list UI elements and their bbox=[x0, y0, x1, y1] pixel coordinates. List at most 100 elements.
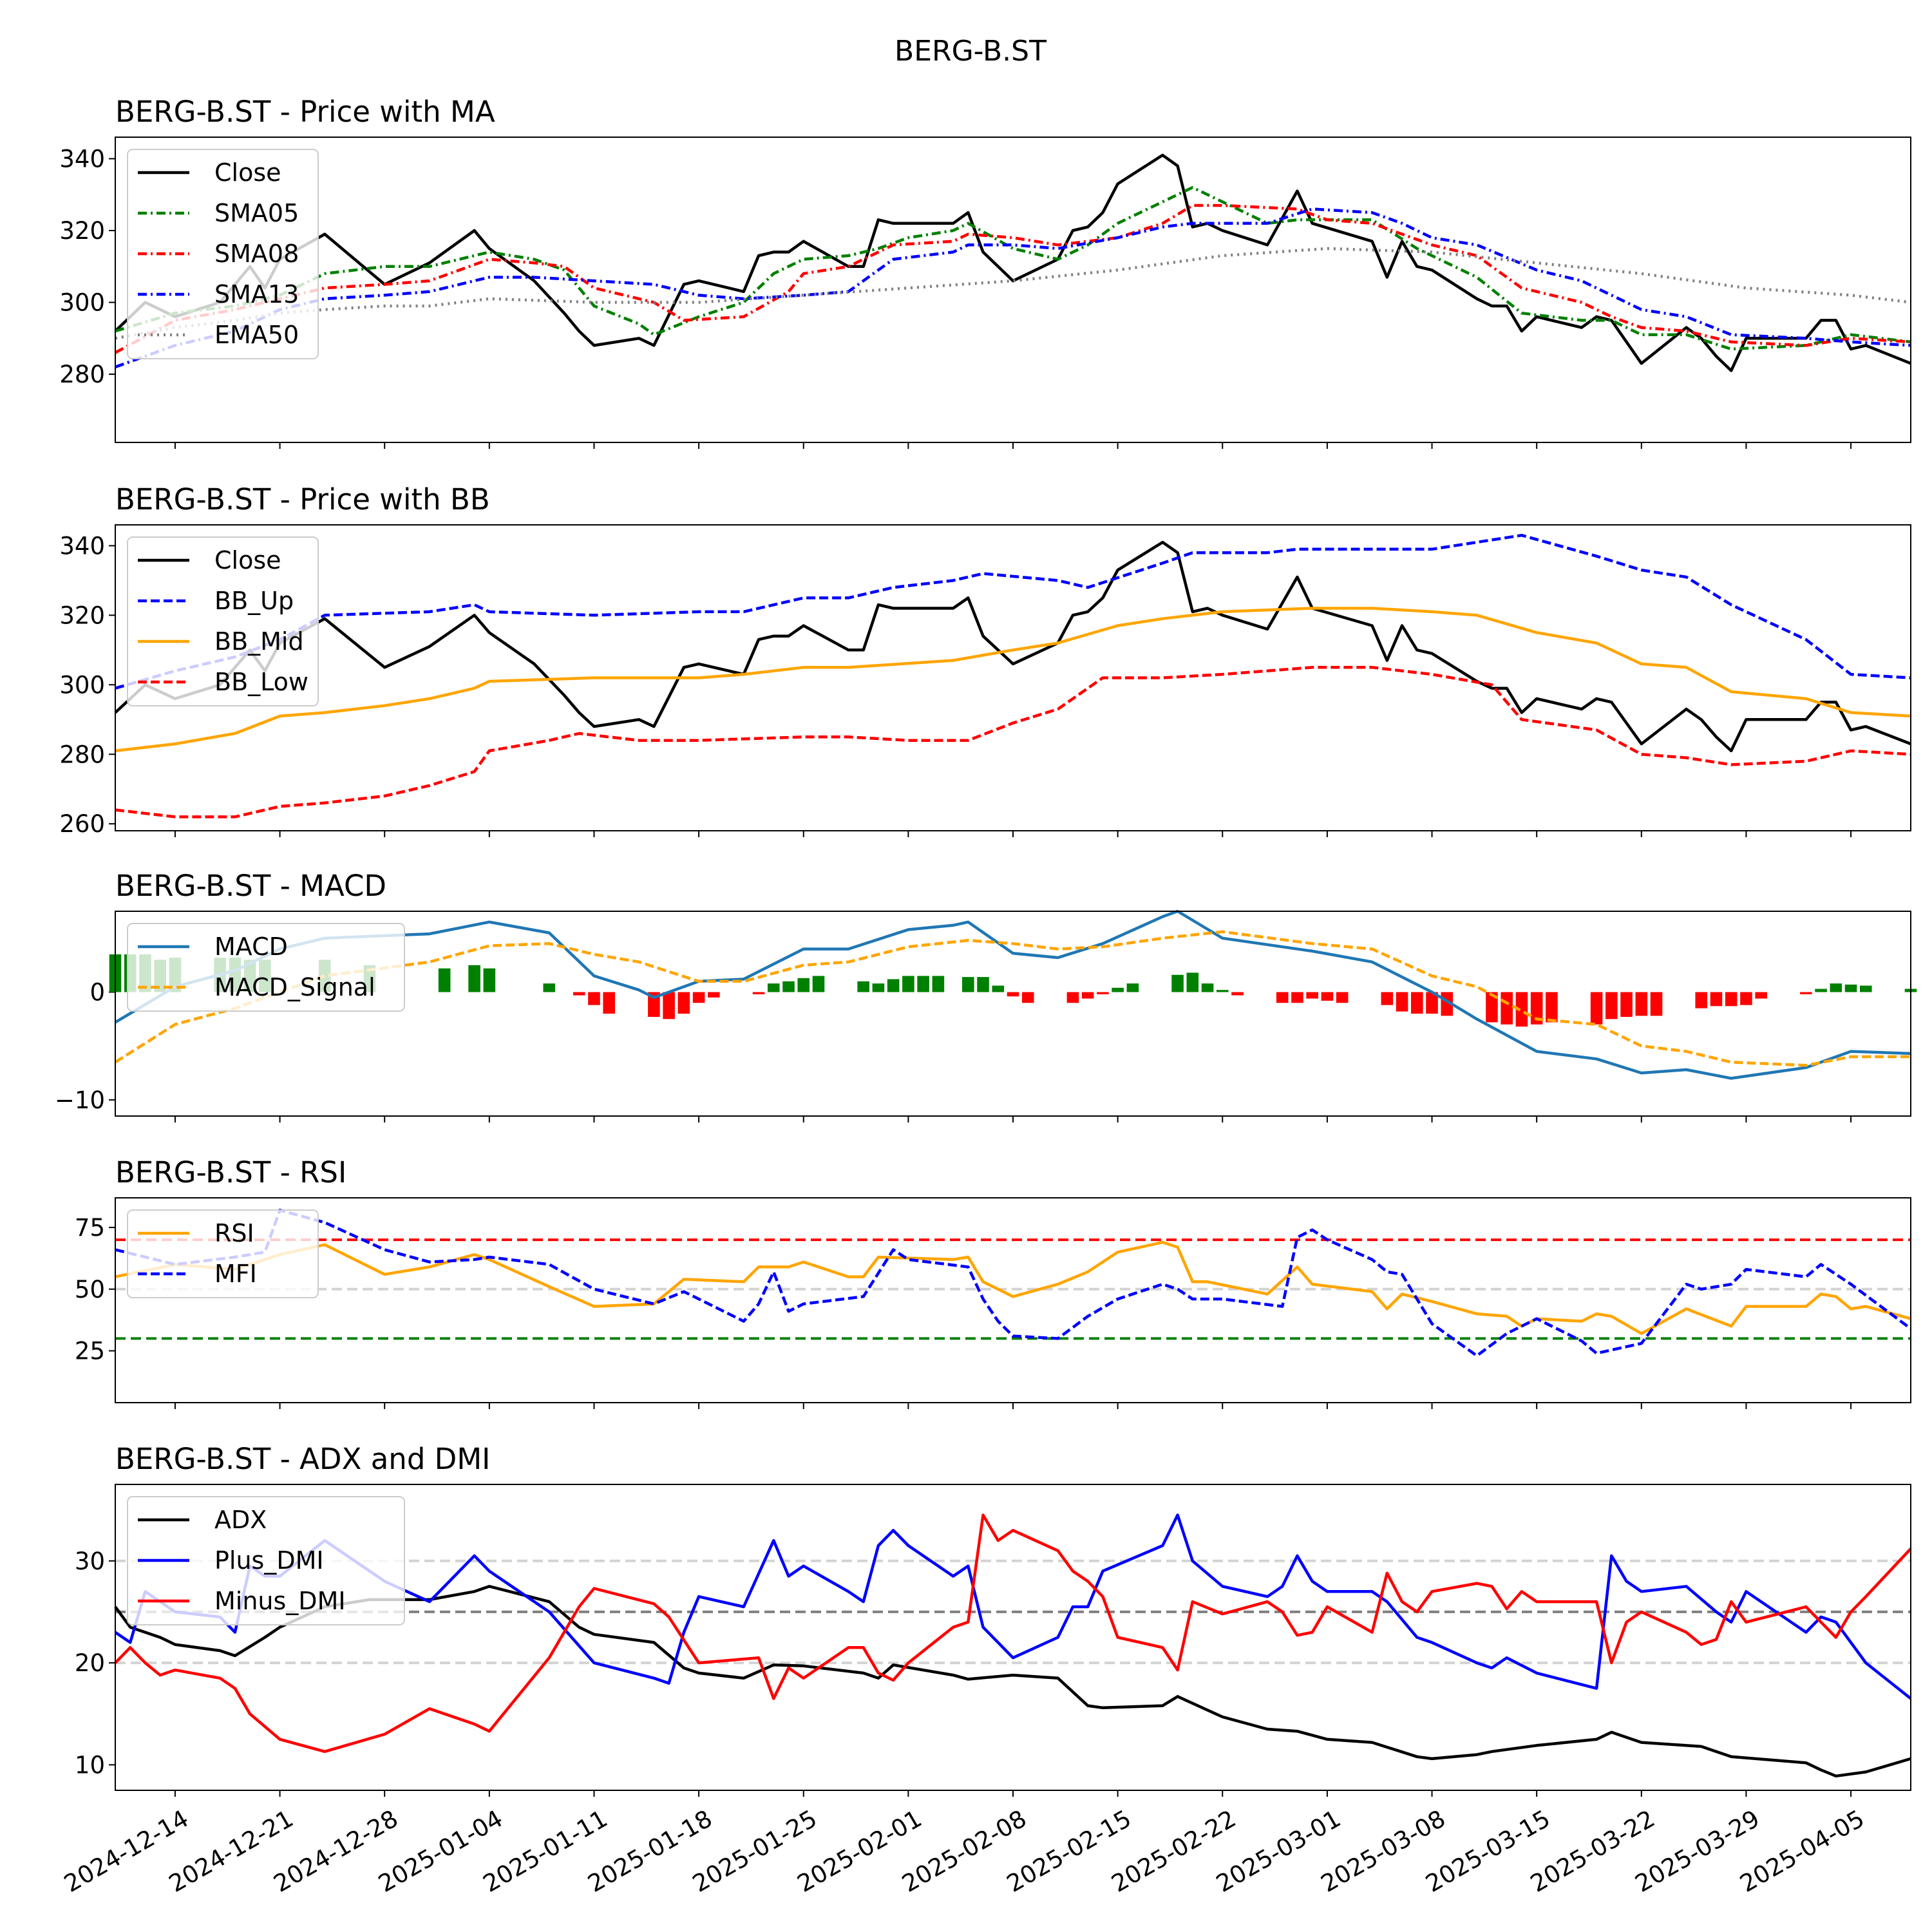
series-line-sma13 bbox=[115, 207, 1911, 369]
panel-5: BERG-B.ST - ADX and DMI 10 20 30 ADX Plus_DMI… bbox=[75, 1442, 1912, 1797]
series-line-sma08 bbox=[114, 204, 1911, 354]
histogram-bar bbox=[692, 992, 705, 1003]
histogram-bar bbox=[1336, 992, 1349, 1003]
y-tick-label: 25 bbox=[75, 1338, 105, 1365]
histogram-bar bbox=[857, 981, 869, 992]
histogram-bar bbox=[1650, 992, 1663, 1016]
histogram-bar bbox=[588, 992, 600, 1005]
histogram-bar bbox=[1815, 989, 1827, 992]
panel-title: BERG-B.ST - ADX and DMI bbox=[115, 1442, 490, 1476]
panel-title: BERG-B.ST - MACD bbox=[115, 869, 386, 903]
histogram-bar bbox=[603, 992, 615, 1014]
series-line-rsi bbox=[115, 1240, 1911, 1335]
histogram-bar bbox=[782, 981, 795, 992]
axes-frame bbox=[115, 1484, 1911, 1791]
legend-label: BB_Mid bbox=[214, 627, 304, 656]
histogram-bar bbox=[1112, 987, 1124, 992]
histogram-bar bbox=[1276, 992, 1289, 1003]
histogram-bar bbox=[468, 965, 480, 992]
panel-title: BERG-B.ST - RSI bbox=[115, 1155, 346, 1189]
y-tick-label: 340 bbox=[59, 532, 105, 560]
histogram-bar bbox=[1725, 992, 1738, 1007]
histogram-bar bbox=[1081, 992, 1094, 999]
histogram-bar bbox=[438, 968, 451, 992]
series-line-close bbox=[114, 540, 1911, 753]
y-tick-label: 0 bbox=[90, 979, 105, 1007]
histogram-bar bbox=[1695, 992, 1708, 1009]
panel-1: BERG-B.ST - Price with MA 280 300 320 340 Clo… bbox=[59, 95, 1911, 449]
histogram-bar bbox=[1800, 992, 1812, 994]
y-tick-label: 320 bbox=[59, 601, 105, 629]
histogram-bar bbox=[1201, 983, 1214, 992]
legend-label: SMA13 bbox=[214, 280, 299, 308]
histogram-bar bbox=[1530, 992, 1543, 1025]
histogram-bar bbox=[1216, 990, 1229, 992]
y-tick-label: 340 bbox=[59, 145, 105, 173]
axes-frame bbox=[115, 524, 1911, 831]
legend: ADX Plus_DMI Minus_DMI bbox=[127, 1496, 405, 1625]
legend-label: BB_Low bbox=[214, 668, 308, 696]
histogram-bar bbox=[1231, 992, 1244, 996]
histogram-bar bbox=[917, 976, 929, 992]
histogram-bar bbox=[1007, 992, 1019, 997]
histogram-bar bbox=[663, 992, 675, 1019]
legend-label: Minus_DMI bbox=[214, 1587, 346, 1615]
histogram-bar bbox=[543, 983, 556, 992]
series-line-bb_mid bbox=[115, 607, 1911, 753]
histogram-bar bbox=[992, 985, 1005, 992]
series-line-minus_dmi bbox=[114, 1513, 1912, 1754]
histogram-bar bbox=[1546, 992, 1558, 1023]
panel-3: BERG-B.ST - MACD −10 0 MACD MACD_Signal bbox=[55, 869, 1917, 1122]
y-tick-label: 300 bbox=[59, 671, 105, 699]
histogram-bar bbox=[1710, 992, 1723, 1007]
y-tick-label: 300 bbox=[59, 289, 105, 317]
histogram-bar bbox=[1306, 992, 1318, 999]
histogram-bar bbox=[977, 977, 989, 992]
histogram-bar bbox=[1830, 983, 1842, 992]
histogram-bar bbox=[1411, 992, 1423, 1014]
histogram-bar bbox=[812, 976, 825, 992]
legend-label: ADX bbox=[214, 1506, 267, 1534]
series-line-plus_dmi bbox=[114, 1513, 1912, 1700]
histogram-bar bbox=[1740, 992, 1752, 1005]
histogram-bar bbox=[1755, 992, 1767, 999]
histogram-bar bbox=[1291, 992, 1303, 1003]
legend-label: RSI bbox=[214, 1219, 254, 1247]
histogram-bar bbox=[752, 992, 765, 994]
y-tick-label: 280 bbox=[59, 741, 105, 768]
series-line-macd_signal bbox=[114, 930, 1911, 1067]
y-tick-label: 50 bbox=[75, 1276, 105, 1303]
legend-box bbox=[127, 149, 319, 359]
y-tick-label: 30 bbox=[75, 1548, 105, 1575]
histogram-bar bbox=[872, 983, 885, 992]
histogram-bar bbox=[1381, 992, 1394, 1005]
series-line-bb_low bbox=[115, 666, 1911, 819]
figure-title: BERG-B.ST bbox=[895, 35, 1046, 68]
legend-label: BB_Up bbox=[214, 587, 294, 615]
histogram-bar bbox=[573, 992, 585, 996]
axes-frame bbox=[115, 1197, 1911, 1403]
histogram-bar bbox=[932, 976, 945, 992]
histogram-bar bbox=[1097, 992, 1109, 994]
y-tick-label: 320 bbox=[59, 217, 105, 245]
y-tick-label: −10 bbox=[55, 1086, 105, 1114]
histogram-bar bbox=[1860, 985, 1872, 992]
series-line-close bbox=[114, 153, 1911, 372]
axes-frame bbox=[115, 137, 1911, 443]
legend-label: MFI bbox=[214, 1260, 257, 1288]
histogram-bar bbox=[1844, 984, 1857, 992]
histogram-bar bbox=[887, 979, 900, 992]
panel-2: BERG-B.ST - Price with BB 260 280 300 320 340… bbox=[59, 482, 1911, 838]
series-line-mfi bbox=[115, 1208, 1912, 1358]
histogram-bar bbox=[1620, 992, 1633, 1018]
legend-label: EMA50 bbox=[214, 321, 299, 349]
y-tick-label: 20 bbox=[75, 1649, 105, 1677]
y-tick-label: 280 bbox=[59, 361, 105, 388]
legend-box bbox=[127, 923, 405, 1012]
legend: MACD MACD_Signal bbox=[127, 923, 405, 1012]
legend-label: Plus_DMI bbox=[214, 1546, 324, 1575]
histogram-bar bbox=[648, 992, 660, 1018]
histogram-bar bbox=[1605, 992, 1618, 1019]
legend-label: Close bbox=[214, 546, 281, 574]
